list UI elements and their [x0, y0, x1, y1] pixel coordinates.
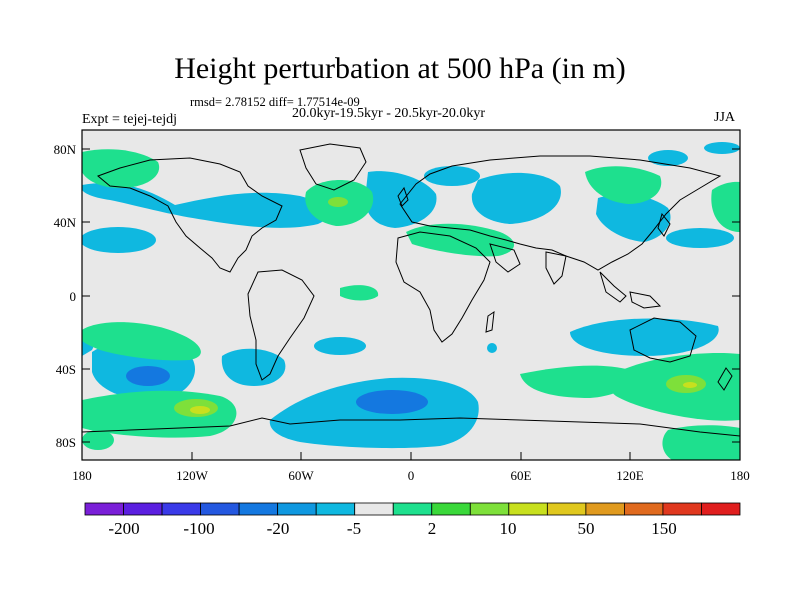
colorbar-swatch — [392, 502, 433, 516]
lon-ticks — [81, 452, 741, 460]
lat-label: 40S — [56, 362, 76, 377]
colorbar-swatch — [546, 502, 587, 516]
colorbar-swatch — [354, 502, 394, 516]
colorbar-swatch — [277, 502, 317, 516]
lon-label: 120W — [176, 468, 209, 483]
colorbar-swatch — [84, 502, 124, 516]
colorbar-swatch — [662, 502, 702, 516]
colorbar-label: 50 — [578, 519, 595, 538]
colorbar-label: -5 — [347, 519, 361, 538]
map-field — [82, 130, 740, 460]
colorbar-swatch — [123, 502, 163, 516]
lon-label: 60E — [511, 468, 532, 483]
experiment-label: Expt = tejej-tejdj — [82, 112, 177, 127]
colorbar-label: -200 — [108, 519, 139, 538]
colorbar-swatch — [701, 502, 741, 516]
map-title: Height perturbation at 500 hPa (in m) — [174, 52, 626, 85]
lat-label: 80S — [56, 435, 76, 450]
period-label: 20.0kyr-19.5kyr - 20.5kyr-20.0kyr — [292, 106, 486, 121]
lon-label: 180 — [72, 468, 92, 483]
colorbar — [84, 502, 741, 516]
colorbar-swatch — [469, 502, 510, 516]
colorbar-label: -20 — [267, 519, 290, 538]
coastlines — [82, 143, 740, 437]
strong-negative-regions — [126, 366, 428, 414]
season-label: JJA — [714, 110, 736, 125]
lat-label: 80N — [54, 142, 77, 157]
colorbar-swatch — [200, 502, 240, 516]
lat-labels: 80N 40N 0 40S 80S — [54, 142, 77, 450]
colorbar-swatch — [238, 502, 279, 516]
colorbar-label: 10 — [500, 519, 517, 538]
lon-label: 0 — [408, 468, 415, 483]
lon-label: 120E — [616, 468, 644, 483]
colorbar-swatch — [161, 502, 201, 516]
negative-regions — [82, 142, 740, 449]
lat-label: 0 — [70, 289, 77, 304]
lat-label: 40N — [54, 215, 77, 230]
colorbar-label: -100 — [183, 519, 214, 538]
colorbar-labels: -200 -100 -20 -5 2 10 50 150 — [108, 519, 676, 538]
stats-label: rmsd= 2.78152 diff= 1.77514e-09 — [190, 95, 360, 109]
lon-label: 60W — [288, 468, 314, 483]
lon-labels: 180 120W 60W 0 60E 120E 180 — [72, 468, 750, 483]
colorbar-label: 150 — [651, 519, 677, 538]
colorbar-swatch — [315, 502, 356, 516]
colorbar-swatch — [431, 502, 471, 516]
lat-ticks — [82, 148, 740, 443]
lon-label: 180 — [730, 468, 750, 483]
colorbar-label: 2 — [428, 519, 437, 538]
positive-regions — [82, 149, 740, 460]
colorbar-swatch — [508, 502, 548, 516]
colorbar-swatch — [585, 502, 625, 516]
colorbar-swatch — [624, 502, 664, 516]
